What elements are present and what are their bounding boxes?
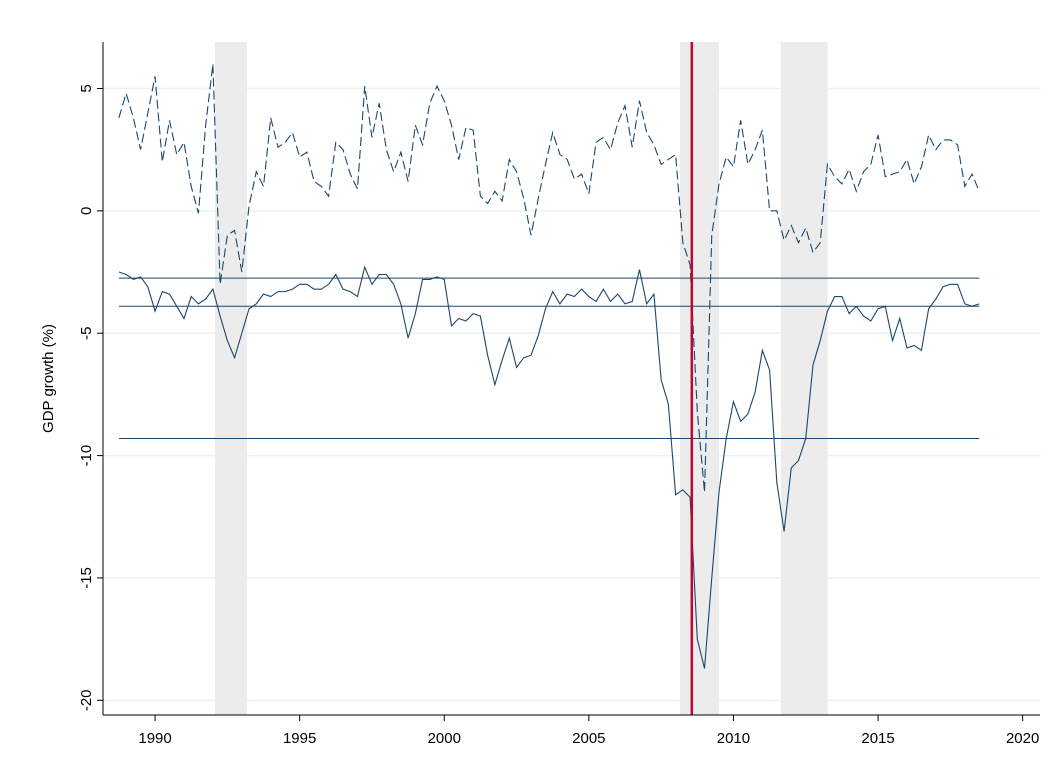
x-tick-label: 2015 xyxy=(861,730,894,747)
x-tick-label: 1995 xyxy=(283,730,316,747)
x-tick-label: 2000 xyxy=(428,730,461,747)
y-tick-label: 0 xyxy=(78,207,95,215)
shaded-region xyxy=(780,42,828,715)
x-tick-label: 1990 xyxy=(138,730,171,747)
x-tick-label: 2010 xyxy=(717,730,750,747)
y-tick-label: -10 xyxy=(78,445,95,467)
x-tick-label: 2005 xyxy=(572,730,605,747)
shaded-region xyxy=(214,42,248,715)
shaded-region xyxy=(679,42,719,715)
y-tick-label: -5 xyxy=(78,327,95,340)
line-series xyxy=(118,265,980,669)
line-series xyxy=(118,63,980,493)
y-axis-title: GDP growth (%) xyxy=(40,324,57,433)
y-tick-label: -15 xyxy=(78,567,95,589)
y-tick-label: 5 xyxy=(78,84,95,92)
y-tick-label: -20 xyxy=(78,689,95,711)
x-tick-label: 2020 xyxy=(1006,730,1039,747)
